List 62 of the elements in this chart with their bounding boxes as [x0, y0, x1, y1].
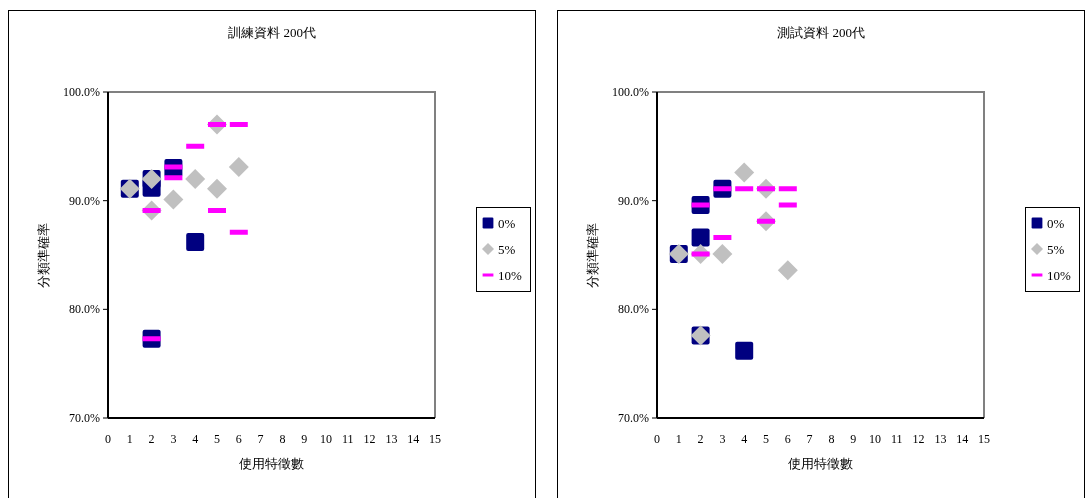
- y-tick-label: 70.0%: [618, 411, 649, 425]
- x-tick-label: 0: [654, 432, 660, 446]
- x-tick-label: 11: [342, 432, 354, 446]
- x-tick-label: 12: [912, 432, 925, 446]
- y-tick-label: 100.0%: [612, 85, 649, 99]
- x-tick-label: 1: [126, 432, 133, 446]
- x-tick-label: 14: [956, 432, 969, 446]
- chart-title: 訓練資料 200代: [228, 25, 316, 40]
- x-tick-label: 0: [105, 432, 111, 446]
- chart-title: 測試資料 200代: [777, 25, 865, 40]
- x-tick-label: 6: [784, 432, 791, 446]
- y-tick-label: 80.0%: [69, 302, 100, 317]
- point: [185, 168, 206, 189]
- x-tick-label: 7: [806, 432, 813, 446]
- x-tick-label: 10: [320, 432, 332, 446]
- x-tick-label: 14: [407, 432, 420, 446]
- x-tick-label: 15: [429, 432, 441, 446]
- x-tick-label: 4: [741, 432, 748, 446]
- x-tick-label: 11: [891, 432, 903, 446]
- point: [186, 232, 205, 251]
- x-tick-label: 13: [385, 432, 398, 446]
- point: [734, 162, 755, 183]
- x-tick-label: 15: [978, 432, 990, 446]
- x-tick-label: 1: [675, 432, 682, 446]
- point: [712, 243, 733, 264]
- legend-label: 5%: [498, 242, 516, 257]
- y-tick-label: 80.0%: [618, 302, 649, 317]
- legend-label: 0%: [1047, 216, 1065, 231]
- x-axis-title: 使用特徵數: [239, 456, 304, 471]
- y-tick-label: 90.0%: [69, 193, 100, 208]
- x-tick-label: 3: [170, 432, 177, 446]
- point: [691, 228, 710, 247]
- point: [163, 189, 184, 210]
- y-tick-label: 100.0%: [63, 85, 100, 99]
- x-tick-label: 8: [279, 432, 286, 446]
- x-tick-label: 4: [192, 432, 199, 446]
- y-tick-label: 90.0%: [618, 193, 649, 208]
- legend-label: 0%: [498, 216, 516, 231]
- x-tick-label: 10: [869, 432, 881, 446]
- point: [735, 341, 754, 360]
- legend-label: 10%: [498, 268, 522, 283]
- x-tick-label: 5: [214, 432, 220, 446]
- point: [228, 156, 249, 177]
- y-tick-label: 70.0%: [69, 411, 100, 425]
- x-tick-label: 6: [235, 432, 242, 446]
- point: [207, 178, 227, 199]
- x-tick-label: 9: [850, 432, 857, 446]
- point: [777, 260, 798, 281]
- x-tick-label: 12: [363, 432, 376, 446]
- x-tick-label: 7: [257, 432, 264, 446]
- y-axis-title: 分類準確率: [36, 222, 51, 288]
- x-tick-label: 3: [719, 432, 726, 446]
- x-tick-label: 2: [148, 432, 155, 446]
- x-tick-label: 8: [828, 432, 835, 446]
- y-axis-title: 分類準確率: [585, 222, 600, 288]
- x-tick-label: 13: [934, 432, 947, 446]
- legend-label: 10%: [1047, 268, 1071, 283]
- x-tick-label: 9: [301, 432, 308, 446]
- x-tick-label: 5: [763, 432, 769, 446]
- x-axis-title: 使用特徵數: [788, 456, 853, 471]
- x-tick-label: 2: [697, 432, 704, 446]
- legend-label: 5%: [1047, 242, 1065, 257]
